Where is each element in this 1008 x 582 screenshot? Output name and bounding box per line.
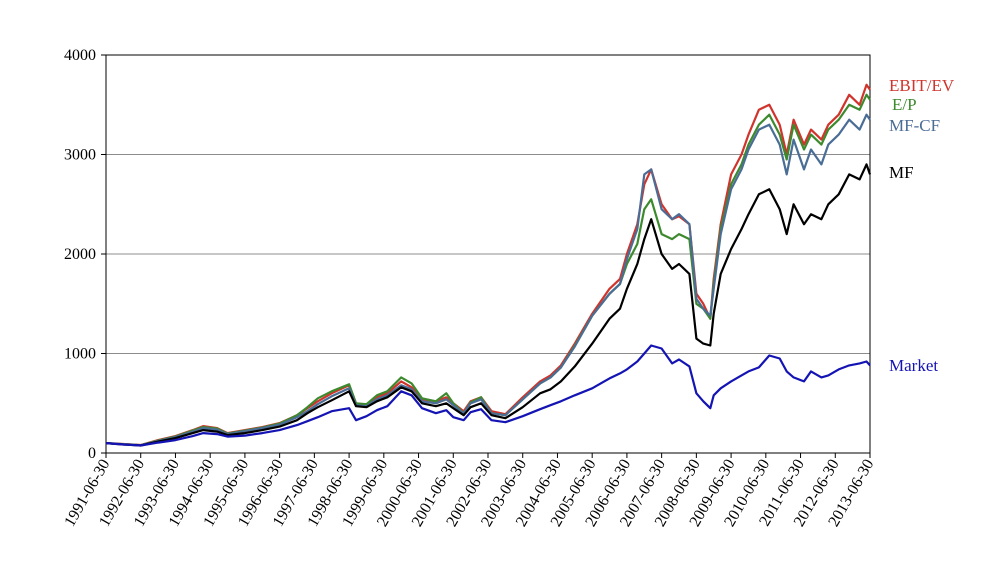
x-axis: 1991-06-301992-06-301993-06-301994-06-30… <box>61 453 877 530</box>
series-line-ebit-ev <box>105 83 871 447</box>
y-tick-label: 3000 <box>64 147 96 164</box>
y-tick-label: 2000 <box>64 246 96 263</box>
series-lines <box>105 83 872 447</box>
legend: EBIT/EVE/P MF-CF MF Market <box>889 76 955 375</box>
y-tick-label: 1000 <box>64 346 96 363</box>
series-line-market <box>105 344 871 447</box>
series-line-mf <box>105 163 872 447</box>
legend-label-ebit-ev: EBIT/EV <box>889 76 955 95</box>
y-tick-label: 4000 <box>64 47 96 64</box>
series-line-e-p <box>105 93 871 447</box>
y-axis: 0 1000 2000 3000 4000 <box>64 47 106 462</box>
legend-label-mf: MF <box>889 163 914 182</box>
series-line-mf-cf <box>105 113 871 447</box>
legend-label-e-p: E/P <box>892 95 917 114</box>
legend-label-market: Market <box>889 356 938 375</box>
y-tick-label: 0 <box>88 445 96 462</box>
legend-label-mf-cf: MF-CF <box>889 116 940 135</box>
gridlines <box>106 154 870 354</box>
